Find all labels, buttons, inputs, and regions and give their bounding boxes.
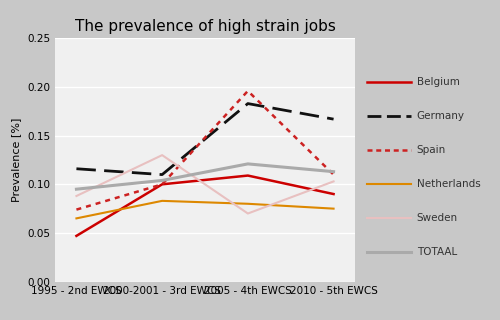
Text: Sweden: Sweden [416, 213, 458, 223]
Text: Netherlands: Netherlands [416, 179, 480, 189]
Text: Germany: Germany [416, 111, 465, 121]
Text: Belgium: Belgium [416, 77, 460, 87]
Title: The prevalence of high strain jobs: The prevalence of high strain jobs [74, 20, 336, 35]
Text: TOTAAL: TOTAAL [416, 247, 457, 257]
Y-axis label: Prevalence [%]: Prevalence [%] [12, 118, 22, 202]
Text: Spain: Spain [416, 145, 446, 155]
